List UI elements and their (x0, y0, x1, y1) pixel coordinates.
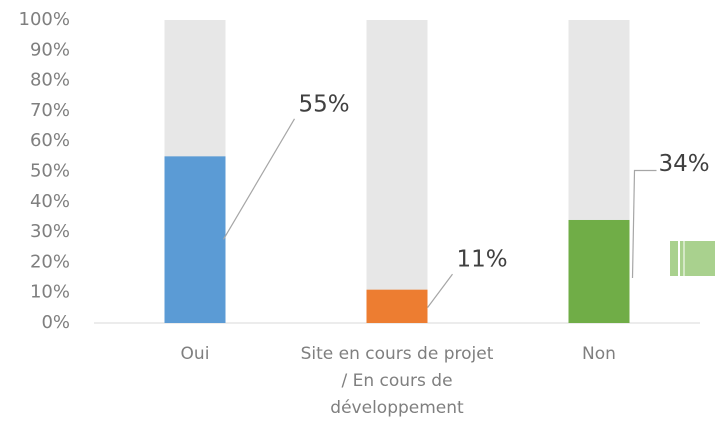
y-tick-label: 100% (19, 9, 70, 30)
leader-line (427, 273, 453, 309)
y-tick-label: 30% (30, 221, 70, 242)
x-tick-label: Site en cours de projet / En cours de dé… (300, 344, 494, 418)
leader-line (222, 118, 296, 240)
y-tick-label: 80% (30, 70, 70, 91)
data-label: 11% (457, 247, 508, 273)
y-tick-label: 90% (30, 39, 70, 60)
x-tick-label: Non (582, 344, 616, 364)
bar (366, 289, 428, 323)
legend-fragment (670, 241, 715, 276)
x-tick-label: Oui (180, 344, 210, 364)
bar-background (366, 20, 428, 323)
leader-line (631, 169, 657, 278)
bar (568, 219, 630, 323)
y-tick-label: 10% (30, 282, 70, 303)
bar (164, 156, 226, 323)
y-tick-label: 50% (30, 161, 70, 182)
y-tick-label: 70% (30, 100, 70, 121)
data-label: 55% (299, 91, 350, 117)
y-tick-label: 60% (30, 130, 70, 151)
y-tick-label: 0% (41, 312, 70, 333)
y-tick-label: 40% (30, 191, 70, 212)
data-label: 34% (659, 151, 710, 177)
y-tick-label: 20% (30, 251, 70, 272)
